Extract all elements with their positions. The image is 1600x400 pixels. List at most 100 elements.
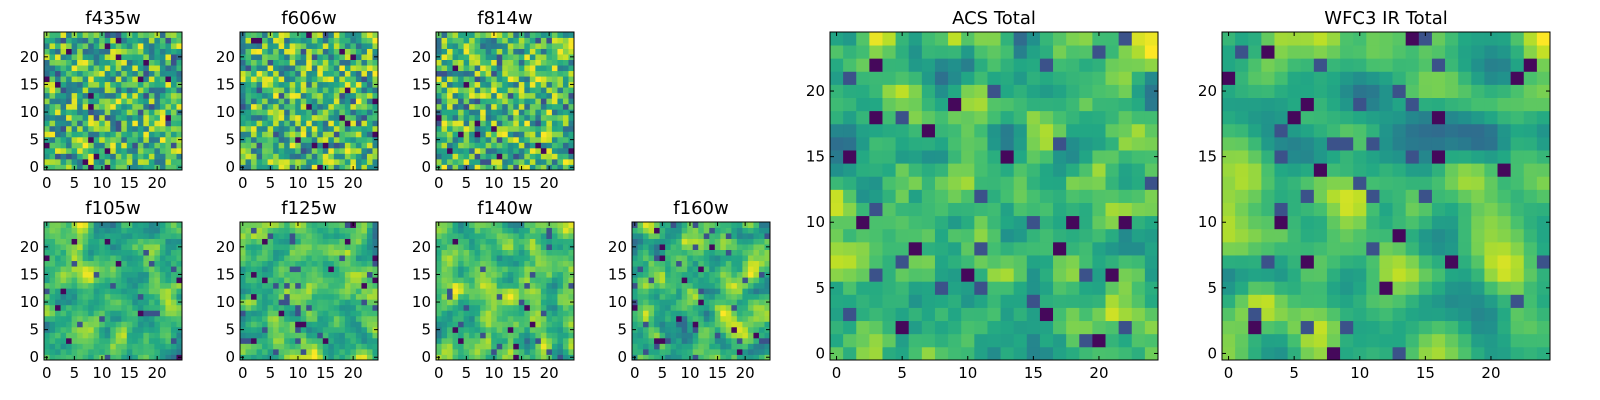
heatmap-cell — [562, 87, 569, 94]
heatmap-cell — [262, 271, 268, 278]
heatmap-cell — [1118, 268, 1133, 282]
heatmap-cell — [703, 222, 710, 228]
heatmap-cell — [452, 260, 459, 267]
heatmap-cell — [82, 136, 89, 143]
heatmap-cell — [725, 315, 732, 322]
heatmap-cell — [452, 277, 459, 284]
heatmap-cell — [513, 48, 520, 55]
heatmap-cell — [159, 114, 166, 121]
heatmap-cell — [300, 125, 307, 132]
heatmap-cell — [513, 76, 520, 83]
heatmap-cell — [703, 271, 710, 278]
heatmap-cell — [524, 164, 531, 171]
heatmap-cell — [463, 337, 470, 344]
heatmap-cell — [764, 227, 771, 234]
heatmap-cell — [1131, 346, 1146, 361]
heatmap-cell — [350, 103, 357, 110]
heatmap-cell — [289, 321, 296, 328]
heatmap-cell — [535, 48, 542, 55]
heatmap-cell — [71, 288, 78, 295]
heatmap-cell — [535, 32, 542, 38]
heatmap-cell — [725, 293, 732, 300]
heatmap-cell — [137, 321, 144, 328]
heatmap-cell — [535, 244, 542, 250]
heatmap-cell — [306, 354, 313, 361]
heatmap-cell — [170, 37, 177, 44]
heatmap-cell — [703, 343, 710, 350]
heatmap-cell — [557, 348, 564, 355]
heatmap-cell — [132, 222, 139, 228]
heatmap-cell — [535, 98, 542, 105]
heatmap-cell — [463, 153, 470, 160]
heatmap-cell — [311, 114, 318, 121]
heatmap-cell — [480, 37, 487, 44]
heatmap-cell — [88, 244, 95, 250]
heatmap-cell — [115, 59, 122, 66]
heatmap-cell — [344, 65, 351, 72]
heatmap-cell — [469, 321, 476, 328]
x-tick-label: 10 — [92, 174, 111, 192]
heatmap-cell — [502, 59, 509, 66]
heatmap-cell — [524, 37, 531, 44]
heatmap-cell — [458, 321, 464, 328]
heatmap-cell — [339, 70, 346, 77]
heatmap-cell — [546, 277, 553, 284]
heatmap-cell — [339, 332, 346, 339]
heatmap-cell — [1053, 346, 1067, 361]
heatmap-cell — [1144, 215, 1159, 230]
heatmap-cell — [93, 249, 100, 256]
heatmap-cell — [458, 76, 464, 83]
heatmap-cell — [637, 249, 644, 256]
heatmap-cell — [469, 147, 476, 154]
heatmap-cell — [284, 136, 291, 143]
heatmap-cell — [159, 109, 166, 116]
heatmap-cell — [71, 87, 78, 94]
heatmap-cell — [344, 299, 351, 306]
heatmap-cell — [869, 255, 883, 269]
heatmap-cell — [344, 354, 351, 361]
heatmap-cell — [306, 109, 313, 116]
heatmap-cell — [278, 293, 285, 300]
y-tick-label: 0 — [225, 158, 235, 176]
heatmap-cell — [121, 76, 128, 83]
heatmap-cell — [245, 348, 252, 355]
heatmap-cell — [350, 348, 357, 355]
heatmap-cell — [55, 70, 61, 77]
heatmap-cell — [1131, 307, 1146, 322]
heatmap-cell — [333, 343, 340, 350]
heatmap-cell — [262, 147, 268, 154]
heatmap-cell — [355, 326, 362, 333]
heatmap-cell — [176, 304, 183, 311]
heatmap-cell — [557, 282, 564, 289]
heatmap-cell — [1026, 281, 1041, 295]
heatmap-cell — [344, 48, 351, 55]
heatmap-cell — [355, 282, 362, 289]
heatmap-cell — [60, 227, 67, 234]
heatmap-cell — [720, 337, 727, 344]
heatmap-cell — [1144, 189, 1159, 203]
heatmap-cell — [987, 255, 1001, 269]
heatmap-cell — [176, 227, 183, 234]
heatmap-cell — [154, 321, 161, 328]
heatmap-cell — [557, 125, 564, 132]
heatmap-cell — [99, 310, 106, 317]
heatmap-cell — [77, 164, 84, 171]
heatmap-cell — [262, 114, 268, 121]
heatmap-cell — [758, 348, 765, 355]
heatmap-cell — [703, 227, 710, 234]
heatmap-cell — [480, 136, 487, 143]
heatmap-cell — [350, 227, 357, 234]
heatmap-cell — [66, 164, 72, 171]
heatmap-cell — [93, 164, 100, 171]
heatmap-cell — [256, 337, 263, 344]
heatmap-cell — [311, 32, 318, 38]
heatmap-cell — [540, 315, 547, 322]
heatmap-cell — [143, 92, 150, 99]
heatmap-cell — [132, 332, 139, 339]
heatmap-cell — [540, 87, 547, 94]
heatmap-cell — [687, 299, 694, 306]
heatmap-cell — [654, 222, 660, 228]
heatmap-cell — [267, 54, 274, 60]
heatmap-cell — [895, 333, 910, 348]
heatmap-cell — [256, 136, 263, 143]
